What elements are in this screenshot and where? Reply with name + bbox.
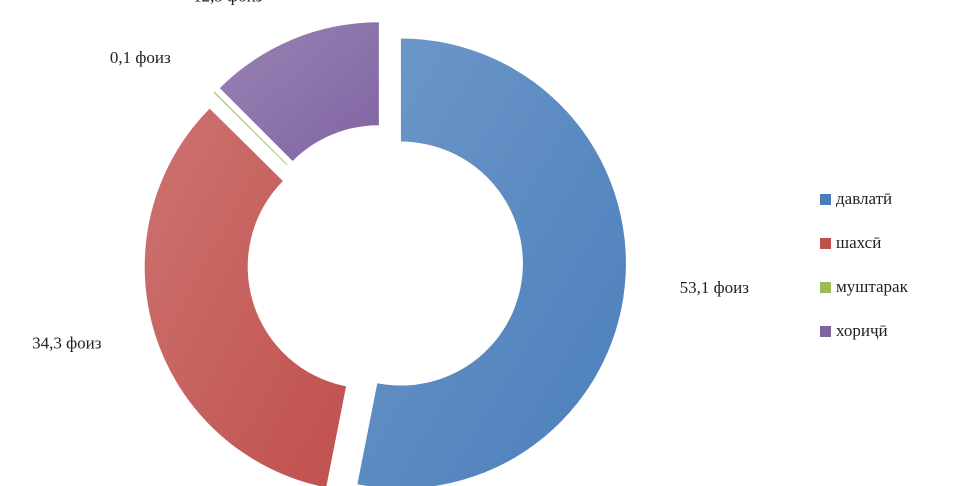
data-label: 0,1 фоиз — [110, 48, 171, 67]
donut-segment — [213, 91, 288, 165]
data-label: 53,1 фоиз — [680, 278, 750, 297]
legend-label: муштарак — [836, 277, 909, 296]
legend-swatch — [820, 326, 831, 337]
legend-label: шахсӣ — [836, 233, 881, 252]
legend-label: давлатӣ — [836, 189, 892, 208]
data-label: 12,5 фоиз — [193, 0, 263, 5]
data-label: 34,3 фоиз — [32, 334, 102, 353]
legend-swatch — [820, 194, 831, 205]
donut-segment — [219, 22, 379, 161]
legend-label: хориҷӣ — [836, 321, 888, 340]
donut-segment — [144, 108, 347, 486]
donut-segment — [357, 38, 626, 486]
legend-swatch — [820, 238, 831, 249]
legend-swatch — [820, 282, 831, 293]
